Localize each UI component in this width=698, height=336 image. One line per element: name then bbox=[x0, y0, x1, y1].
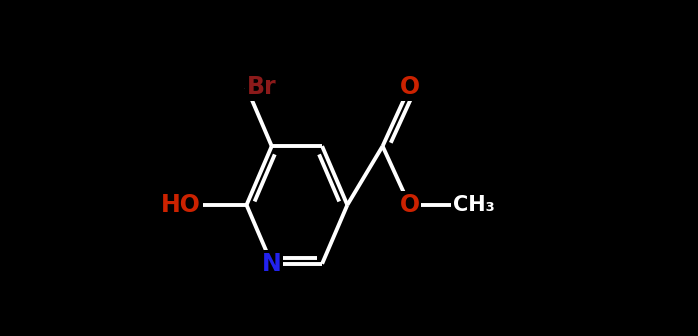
Text: Br: Br bbox=[246, 75, 276, 99]
Text: N: N bbox=[262, 252, 281, 276]
Text: O: O bbox=[399, 75, 419, 99]
Text: CH₃: CH₃ bbox=[453, 195, 495, 215]
Text: O: O bbox=[399, 193, 419, 217]
Text: HO: HO bbox=[161, 193, 201, 217]
